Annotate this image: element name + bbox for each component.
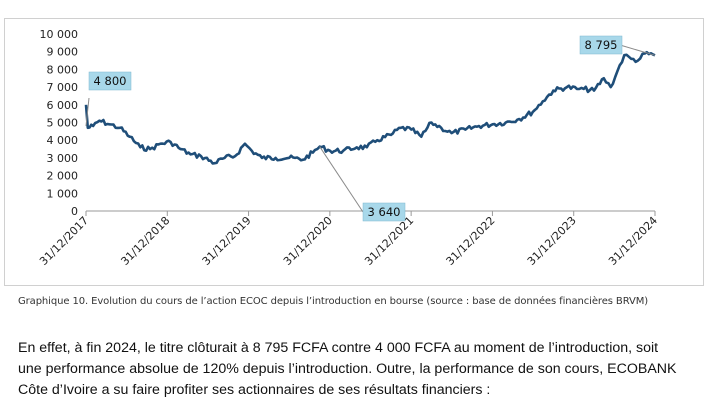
- y-tick-label: 2 000: [47, 170, 79, 183]
- y-tick-label: 6 000: [47, 99, 79, 112]
- price-line-chart: 0 1 000 2 000 3 000 4 000 5 000 6 000 7 000 8 00…: [37, 28, 660, 268]
- callout-leader: [319, 146, 364, 213]
- paragraph-line: Côte d’Ivoire a su faire profiter ses ac…: [18, 382, 491, 398]
- y-tick-label: 4 000: [47, 134, 79, 147]
- callout-leader: [619, 44, 656, 56]
- x-tick-label: 31/12/2020: [281, 214, 335, 268]
- x-axis: 31/12/2017 31/12/2018 31/12/2019 31/12/2020…: [37, 210, 660, 268]
- series-group: [84, 50, 656, 165]
- x-tick-label: 31/12/2024: [606, 214, 660, 268]
- y-tick-label: 9 000: [47, 46, 79, 59]
- figure-caption: Graphique 10. Evolution du cours de l’ac…: [18, 296, 649, 307]
- y-tick-label: 0: [71, 205, 78, 218]
- x-tick-label: 31/12/2019: [200, 214, 254, 268]
- y-axis: 0 1 000 2 000 3 000 4 000 5 000 6 000 7 000 8 00…: [40, 28, 79, 218]
- callout-box: [579, 35, 623, 55]
- series-line: [84, 50, 656, 165]
- x-tick-label: 31/12/2022: [444, 214, 498, 268]
- x-tick-label: 31/12/2021: [362, 214, 416, 268]
- data-label: 3 640: [368, 205, 401, 219]
- paragraph-line: une performance absolue de 120% depuis l…: [18, 361, 677, 377]
- chart-frame: 0 1 000 2 000 3 000 4 000 5 000 6 000 7 000 8 00…: [4, 18, 704, 286]
- body-paragraph: En effet, à fin 2024, le titre clôturait…: [18, 338, 713, 401]
- callout-box: [362, 202, 406, 222]
- data-label: 4 800: [94, 74, 127, 88]
- y-tick-label: 7 000: [47, 81, 79, 94]
- y-tick-label: 10 000: [40, 28, 79, 41]
- y-tick-label: 5 000: [47, 117, 79, 130]
- annotations: 4 800 3 640 8 795: [85, 35, 656, 222]
- y-tick-label: 3 000: [47, 152, 79, 165]
- callout-box: [88, 71, 132, 91]
- x-tick-label: 31/12/2017: [37, 214, 91, 268]
- paragraph-line: En effet, à fin 2024, le titre clôturait…: [18, 340, 659, 356]
- data-label: 8 795: [585, 38, 618, 52]
- x-tick-label: 31/12/2023: [525, 214, 579, 268]
- callout-leader: [85, 97, 90, 127]
- x-tick-label: 31/12/2018: [118, 214, 172, 268]
- y-tick-label: 8 000: [47, 63, 79, 76]
- y-tick-label: 1 000: [47, 187, 79, 200]
